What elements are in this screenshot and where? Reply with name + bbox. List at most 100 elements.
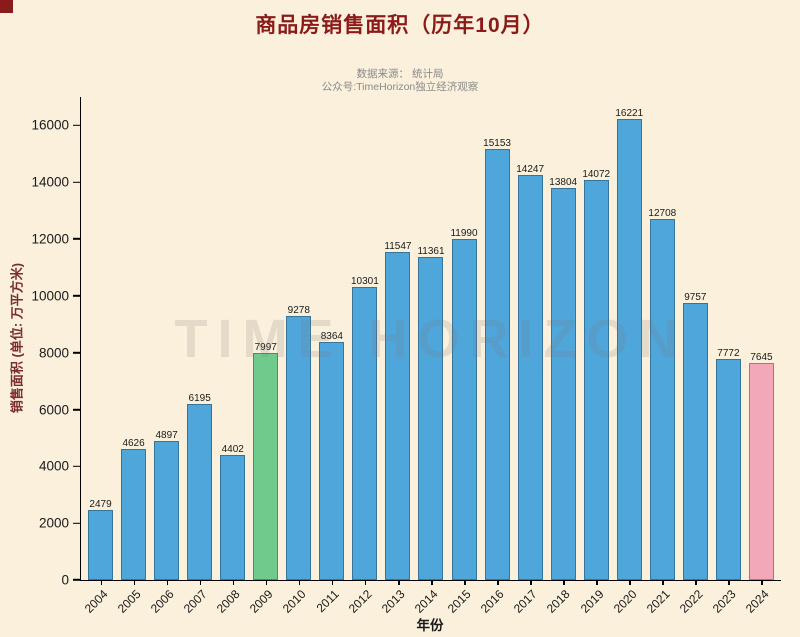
bar-value-label: 4897 bbox=[155, 429, 178, 441]
bar-value-label: 2479 bbox=[89, 498, 112, 510]
bar-slot-2020: 16221 2020 bbox=[610, 97, 646, 616]
bar-slot-2007: 6195 2007 bbox=[181, 97, 216, 616]
bar-slot-2018: 13804 2018 bbox=[544, 97, 580, 616]
bar-slot-2009: 7997 2009 bbox=[247, 97, 282, 616]
bar-value-label: 4626 bbox=[122, 437, 145, 449]
bar-2022: 9757 bbox=[682, 292, 708, 580]
x-tick-label: 2004 bbox=[81, 587, 111, 616]
bar-slot-2005: 4626 2005 bbox=[115, 97, 150, 616]
y-tick-label: 10000 bbox=[31, 288, 69, 304]
bar-slot-2017: 14247 2017 bbox=[511, 97, 547, 616]
y-tick-mark bbox=[73, 408, 80, 411]
y-tick-mark bbox=[73, 238, 80, 240]
bar-2015: 11990 bbox=[450, 228, 478, 580]
bar-slot-2012: 10301 2012 bbox=[346, 97, 381, 615]
bar-2007: 6195 bbox=[187, 393, 213, 580]
bar-2004: 2479 bbox=[88, 499, 114, 580]
bar-value-label: 14247 bbox=[516, 164, 545, 176]
bar-2012: 10301 bbox=[351, 276, 379, 580]
bar-value-label: 11547 bbox=[384, 240, 412, 252]
bar-2017: 14247 bbox=[516, 164, 544, 580]
y-tick-mark bbox=[73, 465, 80, 468]
x-tick-label: 2014 bbox=[412, 587, 441, 616]
bar-2016: 15153 bbox=[483, 138, 511, 580]
chart-title: 商品房销售面积（历年10月） bbox=[255, 14, 545, 37]
bar-value-label: 14072 bbox=[582, 169, 611, 181]
bar-slot-2015: 11990 2015 bbox=[445, 97, 481, 615]
y-tick-label: 2000 bbox=[38, 515, 69, 531]
x-tick-label: 2022 bbox=[676, 587, 706, 616]
y-tick-label: 0 bbox=[61, 572, 69, 588]
bar-value-label: 9757 bbox=[684, 291, 707, 303]
bar-value-label: 11990 bbox=[450, 228, 478, 240]
bar-2024: 7645 bbox=[748, 352, 774, 580]
bar-value-label: 8364 bbox=[320, 331, 343, 343]
x-tick-label: 2006 bbox=[147, 587, 177, 616]
data-source-note: 数据来源： 统计局 bbox=[356, 68, 444, 80]
bar-2009: 7997 bbox=[253, 342, 279, 580]
x-tick-label: 2009 bbox=[246, 587, 276, 616]
y-tick-mark bbox=[73, 579, 80, 581]
x-tick-label: 2005 bbox=[114, 587, 144, 616]
bar-2013: 11547 bbox=[384, 241, 411, 580]
bar-slot-2008: 4402 2008 bbox=[214, 97, 249, 616]
x-axis-label: 年份 bbox=[416, 618, 444, 633]
bar-slot-2004: 2479 2004 bbox=[82, 97, 117, 616]
bar-slot-2021: 12708 2021 bbox=[643, 97, 679, 616]
bar-value-label: 7645 bbox=[750, 351, 773, 363]
x-tick-label: 2010 bbox=[279, 587, 309, 616]
x-tick-label: 2018 bbox=[544, 587, 574, 616]
bar-slot-2011: 8364 2011 bbox=[314, 97, 348, 615]
bar-2023: 7772 bbox=[715, 348, 741, 580]
x-tick-label: 2016 bbox=[478, 587, 507, 616]
bar-2020: 16221 bbox=[615, 108, 643, 580]
x-tick-label: 2017 bbox=[511, 587, 541, 616]
bar-value-label: 7772 bbox=[717, 348, 740, 360]
y-tick-label: 14000 bbox=[31, 174, 69, 190]
bar-value-label: 12708 bbox=[648, 207, 677, 219]
y-tick-mark bbox=[73, 124, 80, 127]
plot-area: TIME HORIZON 020004000600080001000012000… bbox=[31, 97, 781, 616]
bar-2005: 4626 bbox=[121, 438, 147, 580]
bar-value-label: 6195 bbox=[188, 393, 211, 404]
x-tick-label: 2012 bbox=[346, 587, 375, 616]
y-tick-label: 12000 bbox=[31, 231, 69, 247]
bar-value-label: 7997 bbox=[254, 341, 277, 353]
y-tick-label: 4000 bbox=[38, 458, 69, 474]
bar-slot-2010: 9278 2010 bbox=[280, 97, 315, 616]
bar-slot-2014: 11361 2014 bbox=[412, 97, 447, 616]
bar-slot-2024: 7645 2024 bbox=[743, 97, 778, 616]
bar-2014: 11361 bbox=[417, 246, 445, 580]
bar-2008: 4402 bbox=[220, 444, 246, 580]
bar-value-label: 11361 bbox=[417, 246, 445, 258]
bar-slot-2023: 7772 2023 bbox=[710, 97, 745, 616]
bar-2006: 4897 bbox=[154, 430, 180, 580]
y-tick-mark bbox=[73, 522, 80, 524]
bar-2021: 12708 bbox=[648, 208, 676, 580]
x-tick-label: 2021 bbox=[643, 587, 673, 616]
y-axis-label: 销售面积 (单位: 万平方米) bbox=[9, 262, 25, 414]
account-note: 公众号:TimeHorizon独立经济观察 bbox=[321, 81, 479, 93]
x-tick-label: 2013 bbox=[379, 587, 408, 616]
bar-slot-2016: 15153 2016 bbox=[478, 97, 514, 615]
bar-slot-2019: 14072 2019 bbox=[577, 97, 613, 616]
y-tick-label: 16000 bbox=[31, 117, 69, 133]
bar-value-label: 16221 bbox=[615, 108, 644, 120]
x-tick-label: 2007 bbox=[180, 587, 210, 616]
bar-value-label: 10301 bbox=[350, 276, 379, 288]
bar-value-label: 13804 bbox=[549, 176, 578, 188]
bars-container: 2479 2004 4626 2005 4897 2006 6195 2007 4402 2008… bbox=[81, 97, 781, 616]
bar-2010: 9278 bbox=[286, 305, 312, 580]
y-tick-mark bbox=[73, 181, 80, 184]
bar-slot-2022: 9757 2022 bbox=[676, 97, 712, 616]
bar-value-label: 15153 bbox=[483, 138, 511, 150]
corner-mark bbox=[0, 0, 13, 13]
x-tick-label: 2024 bbox=[742, 587, 772, 616]
bar-slot-2006: 4897 2006 bbox=[148, 97, 183, 616]
y-tick-label: 6000 bbox=[38, 402, 69, 418]
bar-2018: 13804 bbox=[549, 177, 577, 580]
x-tick-label: 2023 bbox=[709, 587, 739, 616]
x-tick-label: 2011 bbox=[313, 587, 342, 616]
x-tick-label: 2019 bbox=[577, 587, 607, 616]
